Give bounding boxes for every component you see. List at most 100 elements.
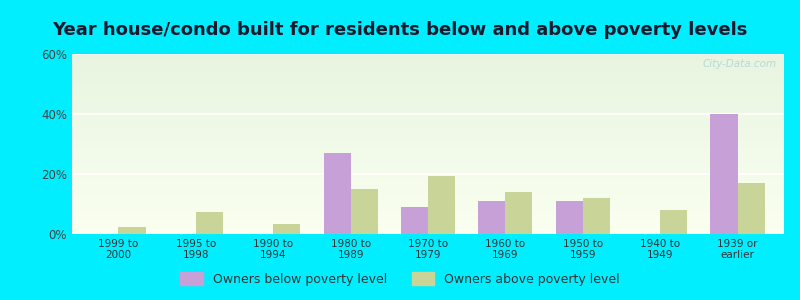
Bar: [72, 54, 784, 56]
Bar: [72, 76, 784, 77]
Bar: [428, 176, 455, 234]
Bar: [72, 194, 784, 196]
Bar: [72, 106, 784, 108]
Bar: [72, 104, 784, 106]
Bar: [72, 79, 784, 81]
Bar: [72, 211, 784, 212]
Bar: [323, 153, 350, 234]
Bar: [72, 153, 784, 155]
Bar: [196, 212, 223, 234]
Bar: [72, 124, 784, 126]
Bar: [72, 135, 784, 137]
Bar: [72, 130, 784, 131]
Bar: [72, 220, 784, 221]
Bar: [582, 198, 610, 234]
Bar: [72, 151, 784, 153]
Bar: [118, 226, 146, 234]
Bar: [72, 122, 784, 124]
Bar: [72, 77, 784, 79]
Bar: [72, 113, 784, 115]
Bar: [72, 139, 784, 140]
Bar: [72, 115, 784, 117]
Bar: [738, 183, 765, 234]
Bar: [274, 224, 300, 234]
Bar: [72, 166, 784, 167]
Bar: [72, 126, 784, 128]
Bar: [72, 88, 784, 90]
Bar: [72, 58, 784, 59]
Bar: [72, 101, 784, 103]
Bar: [72, 180, 784, 182]
Bar: [72, 94, 784, 95]
Bar: [72, 121, 784, 122]
Bar: [72, 74, 784, 76]
Bar: [72, 117, 784, 119]
Bar: [72, 212, 784, 214]
Bar: [72, 214, 784, 216]
Bar: [72, 227, 784, 229]
Bar: [72, 230, 784, 232]
Bar: [350, 189, 378, 234]
Bar: [72, 70, 784, 72]
Bar: [72, 171, 784, 173]
Bar: [72, 221, 784, 223]
Bar: [72, 207, 784, 209]
Bar: [72, 72, 784, 74]
Bar: [72, 160, 784, 162]
Bar: [72, 86, 784, 88]
Bar: [72, 90, 784, 92]
Bar: [72, 83, 784, 85]
Bar: [72, 97, 784, 99]
Bar: [72, 225, 784, 227]
Text: Year house/condo built for residents below and above poverty levels: Year house/condo built for residents bel…: [52, 21, 748, 39]
Bar: [72, 191, 784, 193]
Bar: [72, 173, 784, 175]
Bar: [72, 164, 784, 166]
Bar: [72, 202, 784, 203]
Bar: [72, 131, 784, 133]
Bar: [72, 193, 784, 194]
Bar: [72, 157, 784, 158]
Bar: [72, 205, 784, 207]
Bar: [72, 99, 784, 101]
Bar: [72, 67, 784, 68]
Bar: [72, 149, 784, 151]
Bar: [72, 203, 784, 205]
Bar: [72, 162, 784, 164]
Bar: [72, 92, 784, 94]
Bar: [72, 137, 784, 139]
Legend: Owners below poverty level, Owners above poverty level: Owners below poverty level, Owners above…: [175, 267, 625, 291]
Bar: [72, 182, 784, 184]
Text: City-Data.com: City-Data.com: [702, 59, 777, 69]
Bar: [72, 155, 784, 157]
Bar: [72, 229, 784, 230]
Bar: [72, 65, 784, 67]
Bar: [72, 108, 784, 110]
Bar: [72, 175, 784, 176]
Bar: [72, 158, 784, 160]
Bar: [478, 201, 506, 234]
Bar: [72, 169, 784, 171]
Bar: [72, 176, 784, 178]
Bar: [72, 178, 784, 180]
Bar: [72, 63, 784, 65]
Bar: [72, 81, 784, 83]
Bar: [72, 184, 784, 185]
Bar: [72, 142, 784, 144]
Bar: [72, 189, 784, 191]
Bar: [72, 232, 784, 234]
Bar: [72, 148, 784, 149]
Bar: [72, 61, 784, 63]
Bar: [660, 210, 687, 234]
Bar: [72, 167, 784, 169]
Bar: [72, 146, 784, 148]
Bar: [72, 209, 784, 211]
Bar: [710, 114, 738, 234]
Bar: [72, 218, 784, 220]
Bar: [72, 85, 784, 86]
Bar: [72, 185, 784, 187]
Bar: [72, 103, 784, 104]
Bar: [556, 201, 582, 234]
Bar: [72, 112, 784, 113]
Bar: [72, 198, 784, 200]
